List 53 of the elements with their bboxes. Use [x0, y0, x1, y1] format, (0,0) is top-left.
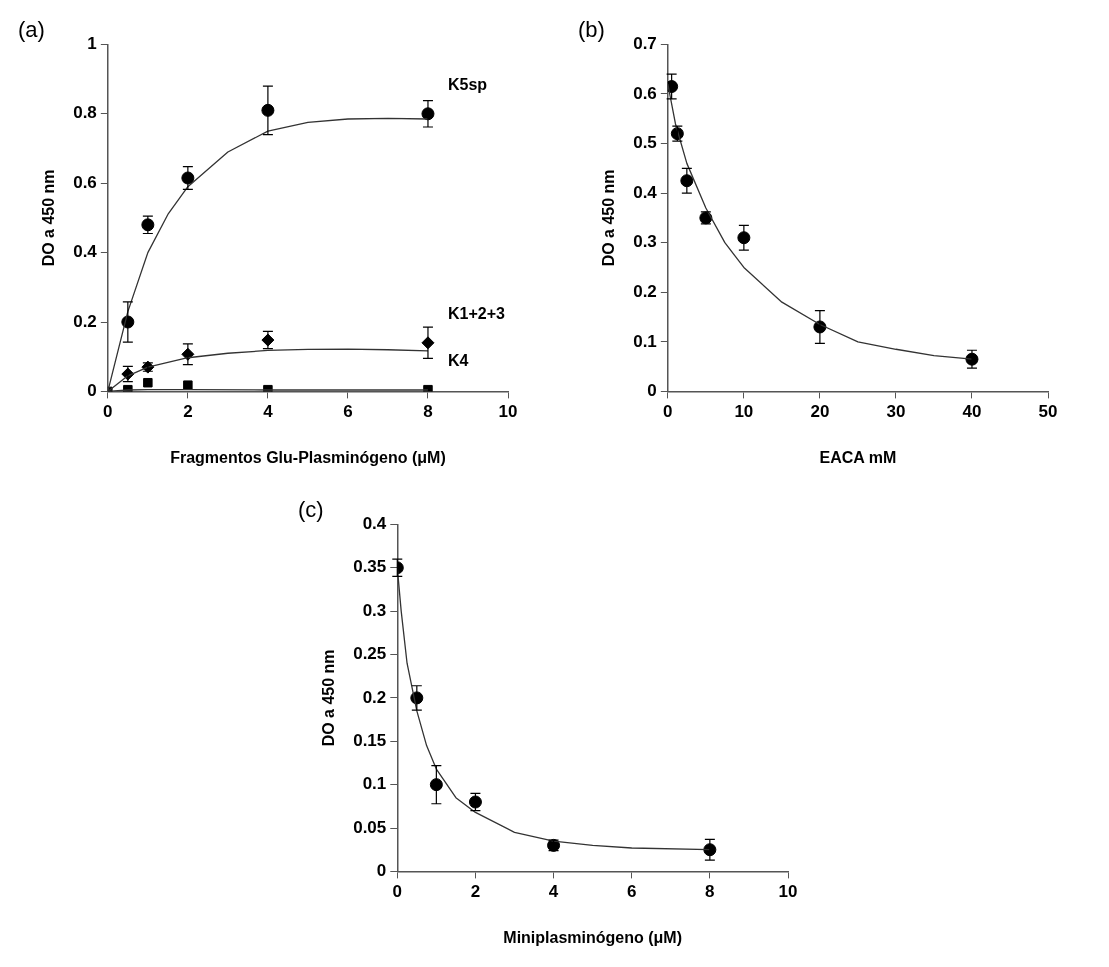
y-tick-label: 0.4 — [73, 242, 98, 262]
y-tick-label: 0 — [87, 381, 97, 401]
x-tick-label: 2 — [183, 402, 193, 422]
series-label: K5sp — [447, 76, 488, 94]
y-tick-label: 1 — [87, 34, 97, 54]
x-tick-label: 8 — [705, 882, 715, 902]
x-tick-label: 10 — [734, 402, 754, 422]
series-label: K4 — [447, 352, 469, 370]
x-tick-label: 2 — [470, 882, 481, 902]
y-tick-label: 0 — [376, 861, 387, 881]
series-label: K1+2+3 — [447, 305, 506, 323]
x-tick-label: 50 — [1038, 402, 1058, 422]
y-tick-label: 0.3 — [362, 600, 387, 620]
y-tick-label: 0.35 — [353, 557, 387, 577]
x-tick-label: 0 — [103, 402, 113, 422]
y-axis-title: DO a 450 nm — [320, 649, 338, 747]
x-tick-label: 10 — [778, 882, 798, 902]
x-tick-label: 6 — [343, 402, 353, 422]
y-tick-label: 0.2 — [362, 687, 387, 707]
y-tick-label: 0.4 — [633, 182, 658, 202]
x-axis-title: EACA mM — [819, 448, 897, 466]
x-tick-label: 20 — [810, 402, 830, 422]
y-tick-label: 0.6 — [633, 83, 657, 103]
y-tick-label: 0.05 — [353, 817, 387, 837]
x-tick-label: 4 — [263, 402, 274, 422]
x-tick-label: 6 — [626, 882, 637, 902]
chart-title: (b) — [578, 17, 605, 43]
y-tick-label: 0.15 — [353, 730, 387, 750]
y-tick-label: 0.2 — [73, 311, 97, 331]
chart-title: (c) — [298, 497, 324, 523]
x-tick-label: 10 — [498, 402, 518, 422]
y-tick-label: 0.8 — [73, 103, 97, 123]
y-tick-label: 0.1 — [633, 331, 657, 351]
y-tick-label: 0.25 — [353, 644, 387, 664]
y-tick-label: 0.7 — [633, 34, 657, 54]
y-axis-title: DO a 450 nm — [600, 169, 618, 267]
x-tick-label: 0 — [392, 882, 403, 902]
x-tick-label: 40 — [962, 402, 982, 422]
x-axis-title: Miniplasminógeno (μM) — [503, 928, 682, 946]
x-axis-title: Fragmentos Glu-Plasminógeno (μM) — [170, 448, 446, 466]
y-tick-label: 0.3 — [633, 232, 657, 252]
y-tick-label: 0.1 — [362, 774, 387, 794]
y-tick-label: 0.2 — [633, 281, 657, 301]
x-tick-label: 8 — [423, 402, 433, 422]
y-tick-label: 0.6 — [73, 172, 97, 192]
y-axis-title: DO a 450 nm — [40, 169, 58, 267]
y-tick-label: 0.4 — [362, 514, 387, 534]
chart-title: (a) — [18, 17, 45, 43]
x-tick-label: 30 — [886, 402, 906, 422]
y-tick-label: 0.5 — [633, 133, 657, 153]
y-tick-label: 0 — [647, 381, 657, 401]
x-tick-label: 4 — [548, 882, 559, 902]
x-tick-label: 0 — [663, 402, 673, 422]
